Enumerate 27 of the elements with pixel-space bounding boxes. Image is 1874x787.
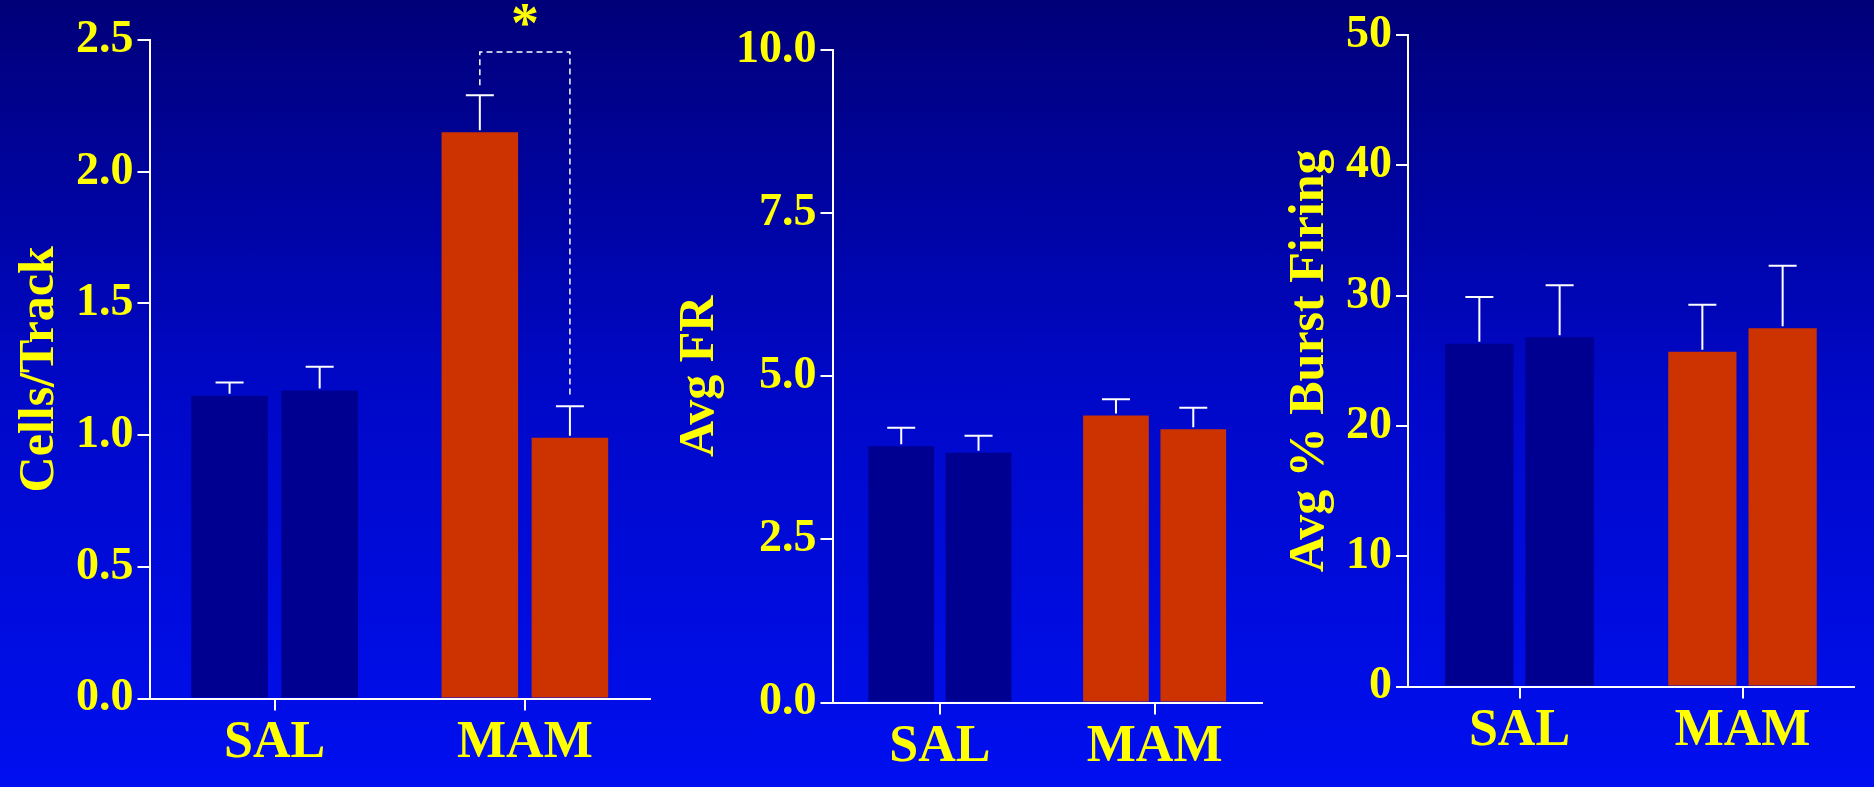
x-tick-label: SAL: [1468, 699, 1571, 757]
y-tick-label: 2.0: [76, 142, 134, 194]
y-tick-label: 10: [1346, 527, 1392, 579]
y-tick-label: 1.0: [76, 406, 134, 458]
y-axis-title: Avg FR: [667, 294, 724, 458]
y-tick-label: 0: [1369, 657, 1392, 709]
y-axis-title: Cells/Track: [7, 245, 64, 493]
x-tick-label: MAM: [457, 711, 593, 769]
y-tick-label: 0.5: [76, 537, 134, 589]
y-tick-label: 1.5: [76, 274, 134, 326]
y-tick-label: 0.0: [759, 673, 817, 725]
y-tick-label: 2.5: [76, 10, 134, 62]
y-tick-label: 10.0: [736, 20, 817, 72]
x-tick-label: SAL: [889, 715, 991, 773]
y-tick-label: 5.0: [759, 347, 817, 399]
y-tick-label: 20: [1346, 396, 1392, 448]
y-tick-label: 50: [1346, 5, 1392, 57]
annotation: *: [510, 0, 539, 55]
y-tick-label: 40: [1346, 136, 1392, 188]
y-axis-title: Avg % Burst Firing: [1277, 149, 1334, 573]
y-tick-label: 7.5: [759, 184, 817, 236]
y-tick-label: 2.5: [759, 510, 817, 562]
y-tick-label: 0.0: [76, 669, 134, 721]
x-tick-label: MAM: [1086, 715, 1223, 773]
x-tick-label: SAL: [224, 711, 326, 769]
x-tick-label: MAM: [1674, 699, 1811, 757]
y-tick-label: 30: [1346, 266, 1392, 318]
